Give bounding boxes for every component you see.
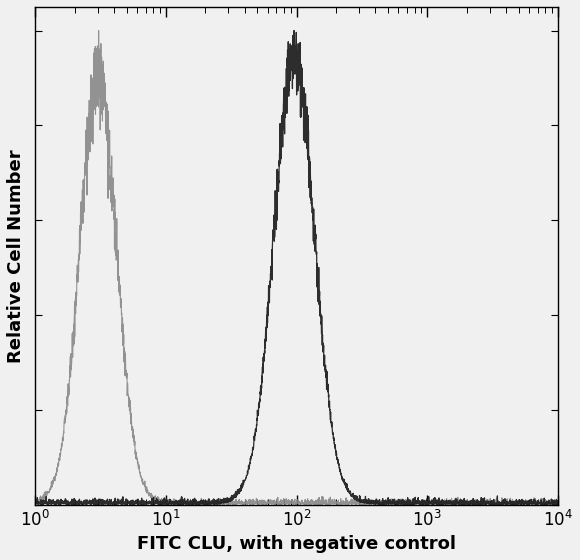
Y-axis label: Relative Cell Number: Relative Cell Number: [7, 149, 25, 362]
X-axis label: FITC CLU, with negative control: FITC CLU, with negative control: [137, 535, 456, 553]
